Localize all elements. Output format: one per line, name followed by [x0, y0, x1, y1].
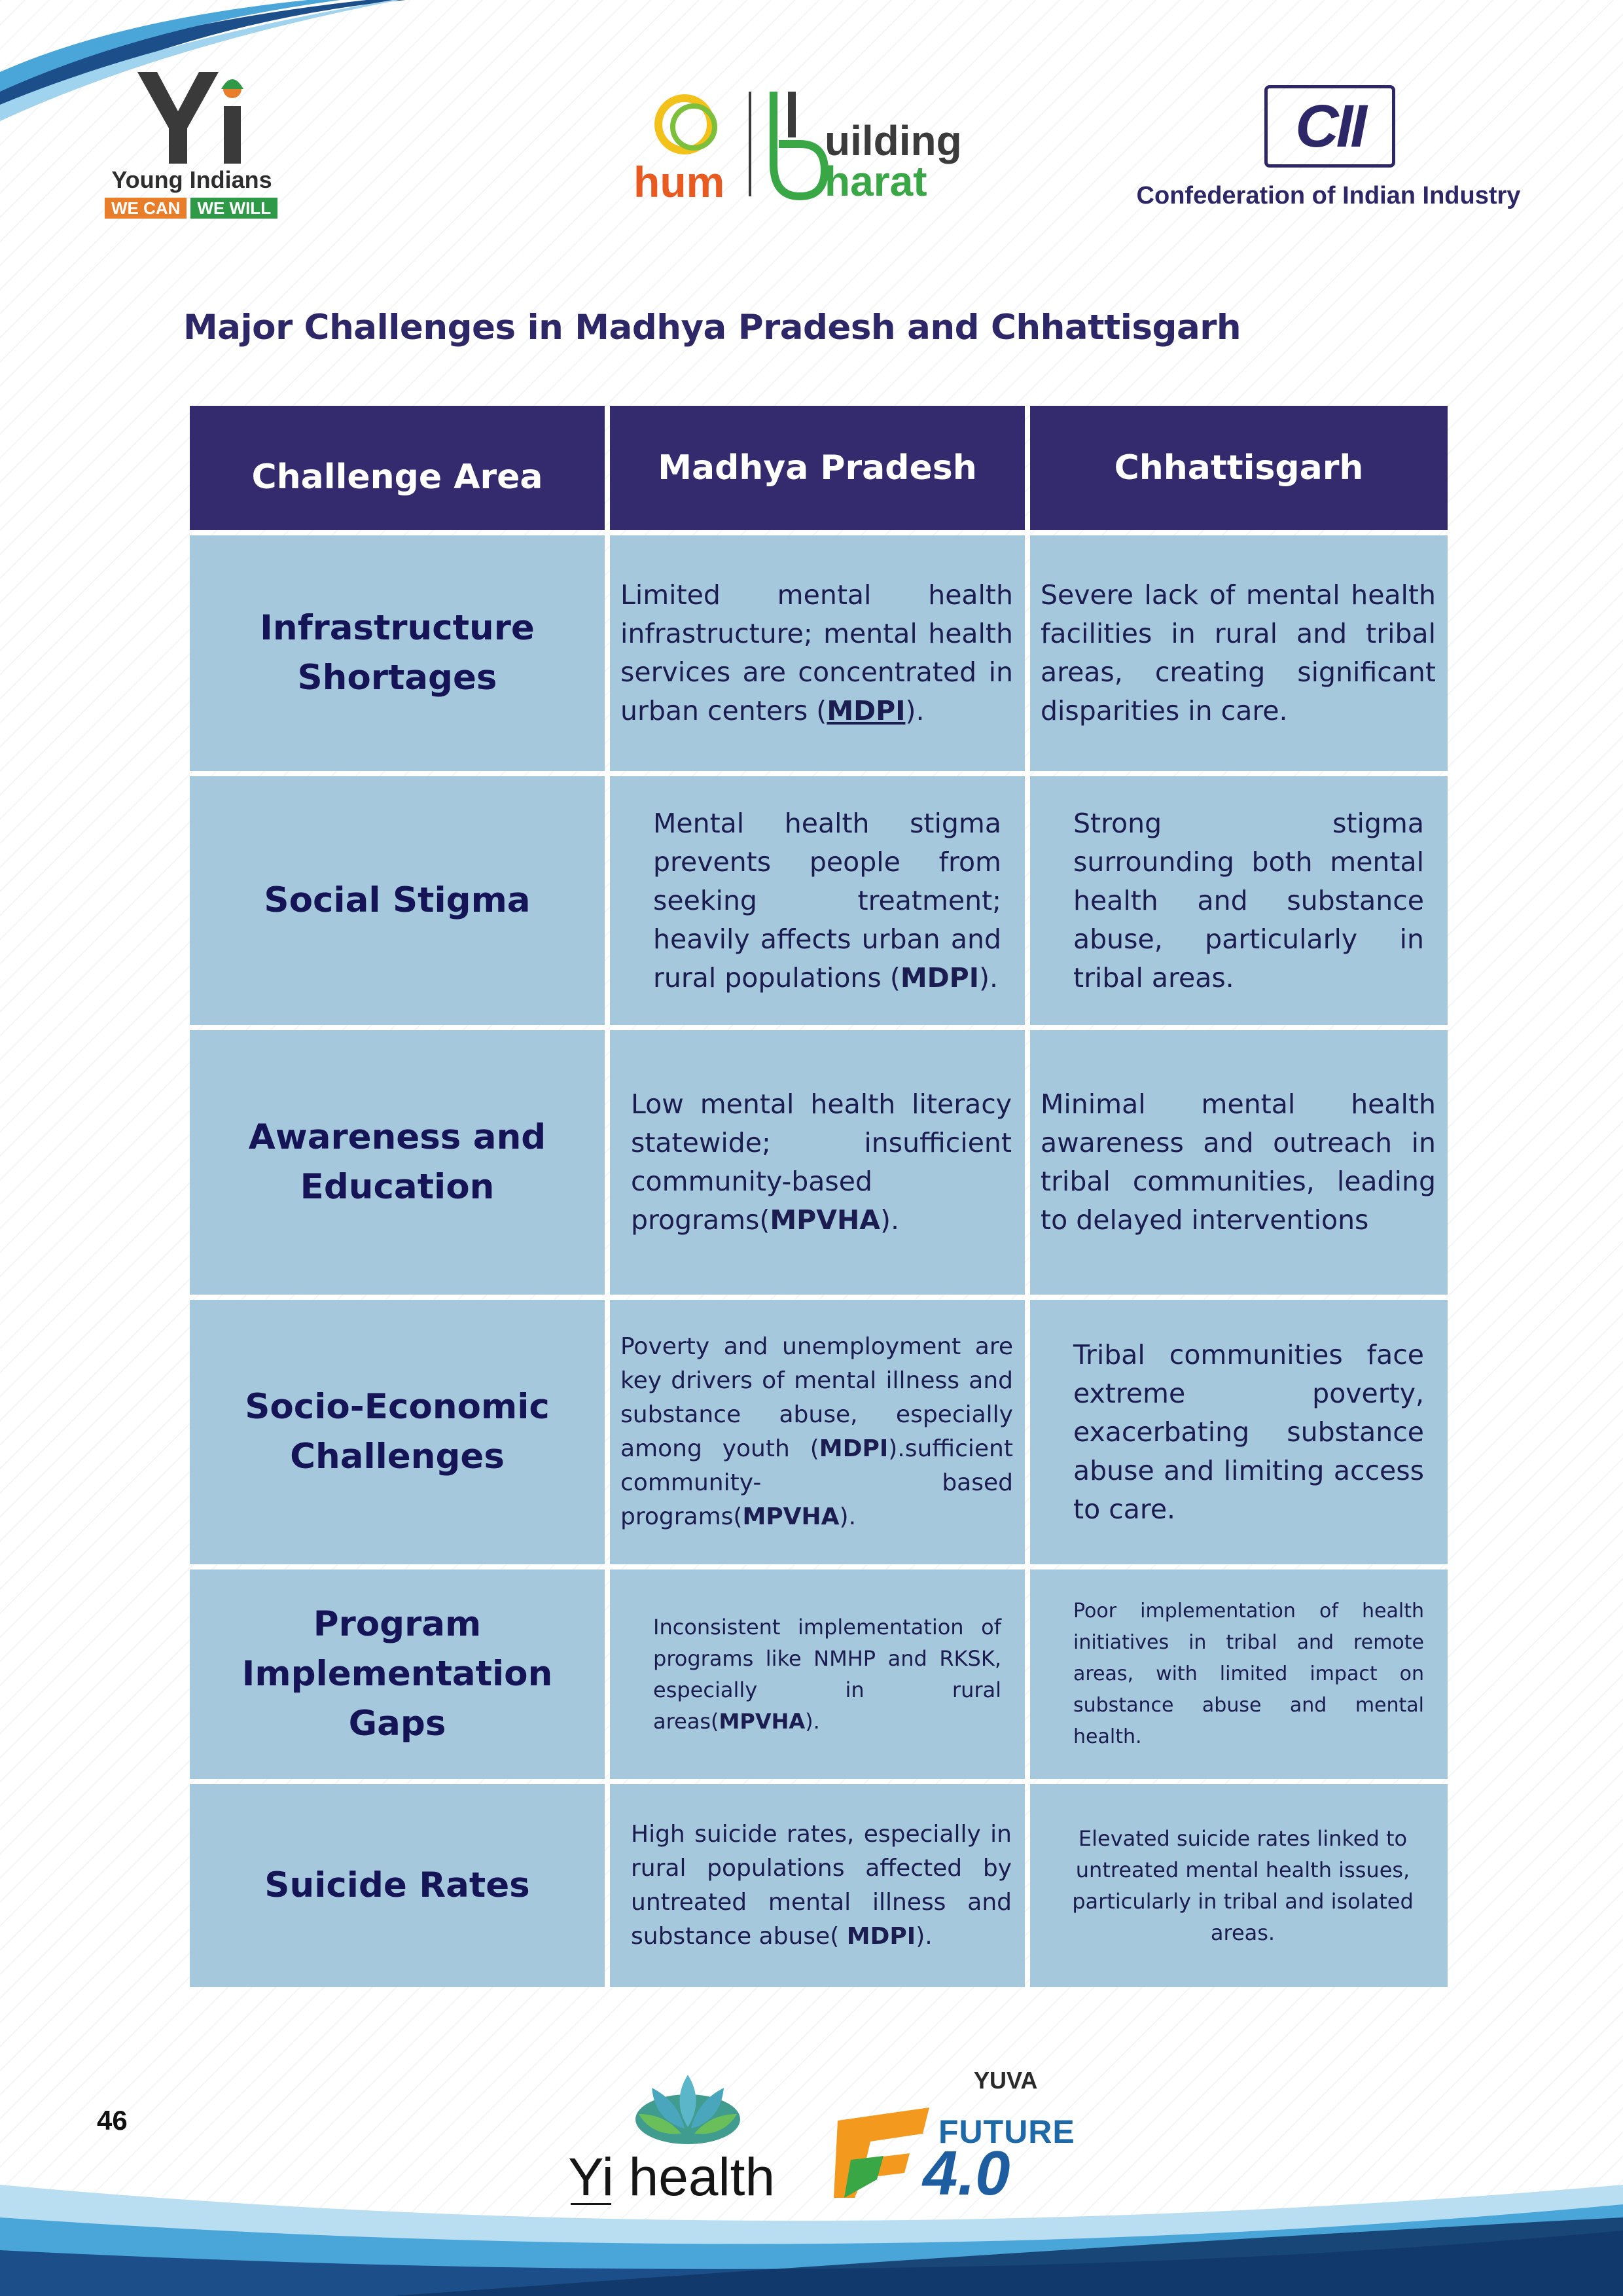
hum-ring-icon: [654, 92, 829, 201]
yi-underline: [571, 2203, 611, 2205]
bharat-word: harat: [825, 158, 927, 205]
cell-text-mid: ).sufficient community- based programs(: [620, 1435, 1013, 1530]
cell-text-end: ).: [916, 1923, 933, 1950]
table-row: Awareness and Education Low mental healt…: [190, 1030, 1448, 1295]
yuva-wordmark: YUVA: [974, 2067, 1038, 2094]
table-header-row: Challenge Area Madhya Pradesh Chhattisga…: [190, 406, 1448, 530]
cell-text-end: ).: [805, 1709, 820, 1734]
chhattisgarh-cell: Tribal communities face extreme poverty,…: [1030, 1300, 1448, 1564]
bottom-wave-decoration: [0, 2185, 1623, 2296]
challenge-area-cell: Awareness and Education: [190, 1030, 605, 1295]
challenge-area-cell: Program Implementation Gaps: [190, 1570, 605, 1779]
logo-divider: [749, 92, 751, 196]
cii-full-name: Confederation of Indian Industry: [1136, 182, 1521, 209]
chhattisgarh-cell: Minimal mental health awareness and outr…: [1030, 1030, 1448, 1295]
yi-letters-icon: [137, 72, 243, 164]
table-row: Program Implementation Gaps Inconsistent…: [190, 1570, 1448, 1779]
lotus-globe-icon: [635, 2075, 740, 2144]
young-indians-name: Young Indians: [111, 166, 272, 193]
yi-health-wordmark: Yi health: [568, 2147, 776, 2207]
madhya-pradesh-cell: High suicide rates, especially in rural …: [610, 1784, 1025, 1987]
chhattisgarh-cell: Elevated suicide rates linked to untreat…: [1030, 1784, 1448, 1987]
reference-link[interactable]: MPVHA: [742, 1503, 840, 1530]
challenge-area-cell: Suicide Rates: [190, 1784, 605, 1987]
future-4-logo: YUVA FUTURE 4.0: [831, 2062, 1075, 2208]
corner-swoosh-decoration: [0, 0, 406, 121]
page-number: 46: [97, 2105, 128, 2136]
cell-text: Poverty and unemployment are key drivers…: [620, 1333, 1013, 1462]
reference-link[interactable]: MDPI: [827, 695, 906, 726]
reference-link[interactable]: MDPI: [846, 1923, 916, 1950]
reference-link[interactable]: MPVHA: [770, 1204, 880, 1236]
yi-health-logo: Yi health: [563, 2068, 785, 2207]
cell-text: Strong stigma surrounding both mental he…: [1073, 807, 1424, 994]
reference-link[interactable]: MDPI: [819, 1435, 889, 1462]
cii-logo: CII Confederation of Indian Industry: [1126, 85, 1531, 216]
table-row: Socio-Economic Challenges Poverty and un…: [190, 1300, 1448, 1564]
madhya-pradesh-cell: Low mental health literacy statewide; in…: [610, 1030, 1025, 1295]
reference-link[interactable]: MPVHA: [719, 1709, 806, 1734]
challenge-area-cell: Infrastructure Shortages: [190, 535, 605, 771]
cii-mark-box: CII: [1264, 85, 1395, 168]
chhattisgarh-cell: Severe lack of mental health facilities …: [1030, 535, 1448, 771]
cell-text-end: ).: [905, 695, 925, 726]
cell-text: High suicide rates, especially in rural …: [631, 1821, 1012, 1950]
cell-text: Limited mental health infrastructure; me…: [620, 579, 1013, 726]
cell-text-end: ).: [880, 1204, 900, 1236]
cell-text: Inconsistent implementation of programs …: [653, 1615, 1001, 1734]
cell-text: Severe lack of mental health facilities …: [1041, 579, 1436, 726]
challenge-area-cell: Social Stigma: [190, 776, 605, 1025]
header-madhya-pradesh: Madhya Pradesh: [610, 406, 1025, 530]
madhya-pradesh-cell: Inconsistent implementation of programs …: [610, 1570, 1025, 1779]
table-row: Infrastructure Shortages Limited mental …: [190, 535, 1448, 771]
chhattisgarh-cell: Strong stigma surrounding both mental he…: [1030, 776, 1448, 1025]
building-word: uilding: [825, 117, 962, 164]
future-version: 4.0: [923, 2138, 1010, 2208]
madhya-pradesh-cell: Limited mental health infrastructure; me…: [610, 535, 1025, 771]
tag-we-can: WE CAN: [105, 198, 187, 219]
cell-text: Mental health stigma prevents people fro…: [653, 807, 1001, 994]
cell-text: Minimal mental health awareness and outr…: [1041, 1088, 1436, 1236]
header-label: Chhattisgarh: [1114, 448, 1364, 488]
table-row: Suicide Rates High suicide rates, especi…: [190, 1784, 1448, 1987]
future-wordmark: FUTURE: [938, 2113, 1075, 2150]
challenge-area-cell: Socio-Economic Challenges: [190, 1300, 605, 1564]
hum-word: hum: [633, 158, 725, 206]
cell-text: Tribal communities face extreme poverty,…: [1073, 1338, 1424, 1525]
challenges-table: Challenge Area Madhya Pradesh Chhattisga…: [190, 406, 1448, 1992]
chhattisgarh-cell: Poor implementation of health initiative…: [1030, 1570, 1448, 1779]
header-challenge-area: Challenge Area: [190, 406, 605, 530]
header-label: Challenge Area: [251, 457, 543, 497]
cell-text: Poor implementation of health initiative…: [1073, 1600, 1424, 1748]
header-chhattisgarh: Chhattisgarh: [1030, 406, 1448, 530]
yi-tagline: WE CAN WE WILL: [105, 198, 278, 219]
reference-link[interactable]: MDPI: [900, 961, 979, 994]
madhya-pradesh-cell: Poverty and unemployment are key drivers…: [610, 1300, 1025, 1564]
cell-text: Elevated suicide rates linked to untreat…: [1072, 1826, 1414, 1945]
tag-we-will: WE WILL: [190, 198, 278, 219]
young-indians-logo: Young Indians WE CAN WE WILL: [98, 72, 281, 219]
madhya-pradesh-cell: Mental health stigma prevents people fro…: [610, 776, 1025, 1025]
cii-mark: CII: [1295, 92, 1367, 160]
hum-building-bharat-logo: hum uilding harat: [628, 85, 995, 206]
cell-text-end: ).: [978, 961, 998, 994]
table-row: Social Stigma Mental health stigma preve…: [190, 776, 1448, 1025]
cell-text: Low mental health literacy statewide; in…: [631, 1088, 1012, 1236]
future-f-icon: [834, 2108, 929, 2198]
page-title: Major Challenges in Madhya Pradesh and C…: [183, 308, 1241, 348]
header-label: Madhya Pradesh: [658, 448, 977, 488]
cell-text-end: ).: [839, 1503, 857, 1530]
